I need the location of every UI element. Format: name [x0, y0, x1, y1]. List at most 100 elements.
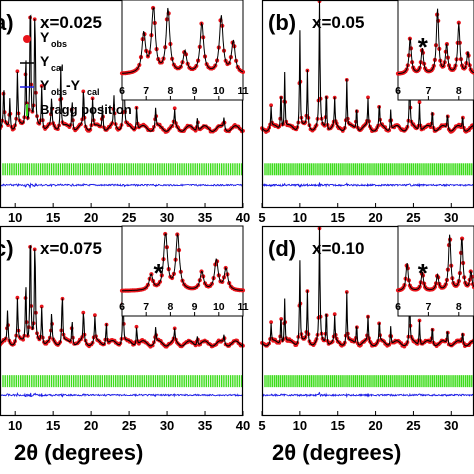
- composition-label: x=0.10: [312, 239, 364, 258]
- observed-point: [93, 313, 97, 318]
- observed-point: [269, 103, 273, 108]
- inset-x-tick-label: 8: [456, 301, 462, 313]
- panel-label: (d): [268, 236, 296, 261]
- calculated-line: [261, 1, 474, 132]
- panel-3: 10 15 20 25 30 35 40 6 7 8 9 10 11 * c) x=0.075: [0, 225, 250, 433]
- composition-label: x=0.075: [40, 239, 102, 258]
- difference-line: [0, 182, 244, 189]
- x-tick-label: 20: [368, 418, 382, 433]
- x-tick-label: 25: [122, 418, 136, 433]
- inset-x-tick-label: 6: [119, 85, 125, 97]
- observed-point: [68, 339, 73, 344]
- legend-entry: Y: [40, 77, 50, 93]
- x-tick-label: 15: [330, 210, 344, 225]
- panel-label: a): [0, 10, 14, 35]
- inset-x-tick-label: 8: [167, 301, 173, 313]
- inset-x-tick-label: 7: [143, 85, 149, 97]
- x-tick-label: 30: [444, 210, 458, 225]
- observed-point: [39, 304, 44, 309]
- x-tick-label: 15: [46, 210, 60, 225]
- observed-point: [81, 89, 86, 94]
- x-tick-label: 10: [293, 418, 307, 433]
- observed-point: [81, 310, 86, 315]
- observed-point: [134, 324, 139, 329]
- observed-point: [417, 100, 422, 105]
- panel-2: 5 10 15 20 25 30 6 7 8 * (b) x=0.05: [258, 0, 474, 225]
- inset-x-tick-label: 6: [395, 301, 401, 313]
- legend-entry: obs: [51, 87, 67, 97]
- inset-x-tick-label: 11: [237, 85, 248, 97]
- x-tick-label: 20: [84, 418, 98, 433]
- inset-x-tick-label: 9: [192, 301, 198, 313]
- x-tick-label: 15: [330, 418, 344, 433]
- legend-entry: Y: [40, 29, 50, 45]
- x-tick-label: 30: [160, 210, 174, 225]
- panel-label: (b): [268, 10, 296, 35]
- inset-x-tick-label: 7: [425, 301, 431, 313]
- inset-x-tick-label: 10: [213, 301, 225, 313]
- x-tick-label: 20: [368, 210, 382, 225]
- panel-label: c): [0, 236, 14, 261]
- x-tick-label: 40: [236, 418, 250, 433]
- impurity-star: *: [418, 32, 429, 62]
- x-tick-label: 35: [198, 210, 212, 225]
- observed-point: [269, 320, 273, 324]
- inset-1: 6 7 8 9 10 11: [119, 0, 249, 101]
- legend-entry: cal: [51, 63, 64, 73]
- x-tick-label: 10: [8, 210, 22, 225]
- observed-point: [332, 312, 337, 317]
- inset-x-tick-label: 8: [167, 85, 173, 97]
- legend-entry: obs: [51, 39, 67, 49]
- inset-x-tick-label: 7: [425, 85, 431, 97]
- impurity-star: *: [418, 258, 429, 288]
- observed-point: [15, 69, 20, 74]
- composition-label: x=0.05: [312, 13, 364, 32]
- x-tick-label: 35: [198, 418, 212, 433]
- x-axis-label-left: 2θ (degrees): [14, 440, 144, 465]
- inset-x-tick-label: 7: [143, 301, 149, 313]
- inset-x-tick-label: 8: [456, 85, 462, 97]
- legend-entry: cal: [87, 87, 100, 97]
- observed-point: [366, 95, 370, 100]
- inset-calculated-line: [122, 232, 244, 292]
- legend-entry: Bragg position: [40, 102, 132, 117]
- inset-calculated-line: [398, 8, 474, 75]
- legend-entry: -Y: [66, 77, 81, 93]
- calculated-line: [261, 227, 474, 347]
- x-tick-label: 10: [293, 210, 307, 225]
- inset-x-tick-label: 6: [395, 85, 401, 97]
- composition-label: x=0.025: [40, 13, 102, 32]
- legend-entry: Y: [40, 53, 50, 69]
- x-axis-label-right: 2θ (degrees): [272, 440, 402, 465]
- inset-x-tick-label: 11: [237, 301, 248, 313]
- x-tick-label: 25: [406, 418, 420, 433]
- inset-3: 6 7 8 9 10 11 *: [119, 225, 249, 317]
- x-tick-label: 30: [160, 418, 174, 433]
- x-tick-label: 5: [258, 210, 265, 225]
- difference-line: [261, 391, 474, 399]
- x-tick-label: 20: [84, 210, 98, 225]
- inset-x-tick-label: 9: [192, 85, 198, 97]
- x-tick-label: 25: [122, 210, 136, 225]
- x-tick-label: 5: [258, 418, 265, 433]
- x-tick-label: 15: [46, 418, 60, 433]
- calculated-line: [0, 14, 244, 132]
- calculated-line: [0, 244, 244, 347]
- panel-4: 5 10 15 20 25 30 6 7 8 * (d) x=0.10: [258, 225, 474, 433]
- observed-point: [172, 106, 177, 111]
- inset-2: 6 7 8 *: [395, 0, 474, 101]
- difference-line: [261, 182, 474, 188]
- impurity-star: *: [153, 258, 164, 288]
- x-tick-label: 40: [236, 210, 250, 225]
- inset-calculated-line: [397, 234, 474, 291]
- x-tick-label: 30: [444, 418, 458, 433]
- difference-line: [0, 392, 244, 398]
- inset-4: 6 7 8 *: [395, 225, 474, 317]
- x-tick-label: 10: [8, 418, 22, 433]
- inset-x-tick-label: 10: [213, 85, 225, 97]
- inset-x-tick-label: 6: [119, 301, 125, 313]
- inset-calculated-line: [122, 7, 244, 74]
- legend-observed-marker: [23, 35, 31, 43]
